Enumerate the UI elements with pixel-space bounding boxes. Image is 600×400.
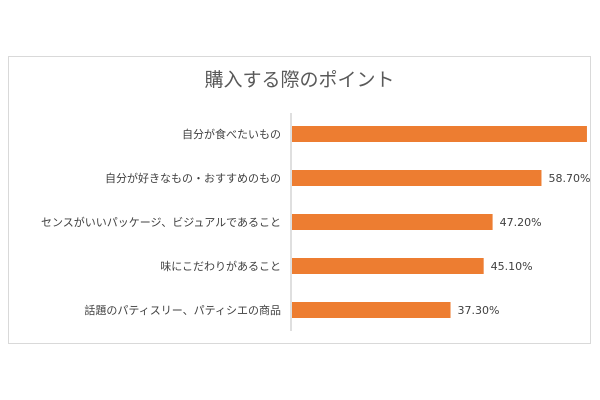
category-label: 自分が食べたいもの — [182, 127, 281, 141]
bar — [292, 302, 451, 318]
chart-title: 購入する際のポイント — [204, 69, 395, 91]
bar-chart-plot: 自分が食べたいもの69.40%自分が好きなもの・おすすめのもの58.70%センス… — [41, 113, 590, 331]
bar — [292, 170, 542, 186]
value-label: 37.30% — [458, 304, 500, 317]
category-label: 話題のパティスリー、パティシエの商品 — [84, 303, 281, 317]
chart-frame: 購入する際のポイント 自分が食べたいもの69.40%自分が好きなもの・おすすめの… — [8, 56, 591, 344]
category-label: センスがいいパッケージ、ビジュアルであること — [41, 215, 281, 229]
value-label: 45.10% — [491, 260, 533, 273]
category-label: 味にこだわりがあること — [160, 259, 281, 273]
bar — [292, 126, 587, 142]
value-label: 58.70% — [548, 172, 590, 185]
bar — [292, 214, 493, 230]
category-label: 自分が好きなもの・おすすめのもの — [105, 171, 281, 185]
value-label: 47.20% — [500, 216, 542, 229]
bar — [292, 258, 484, 274]
